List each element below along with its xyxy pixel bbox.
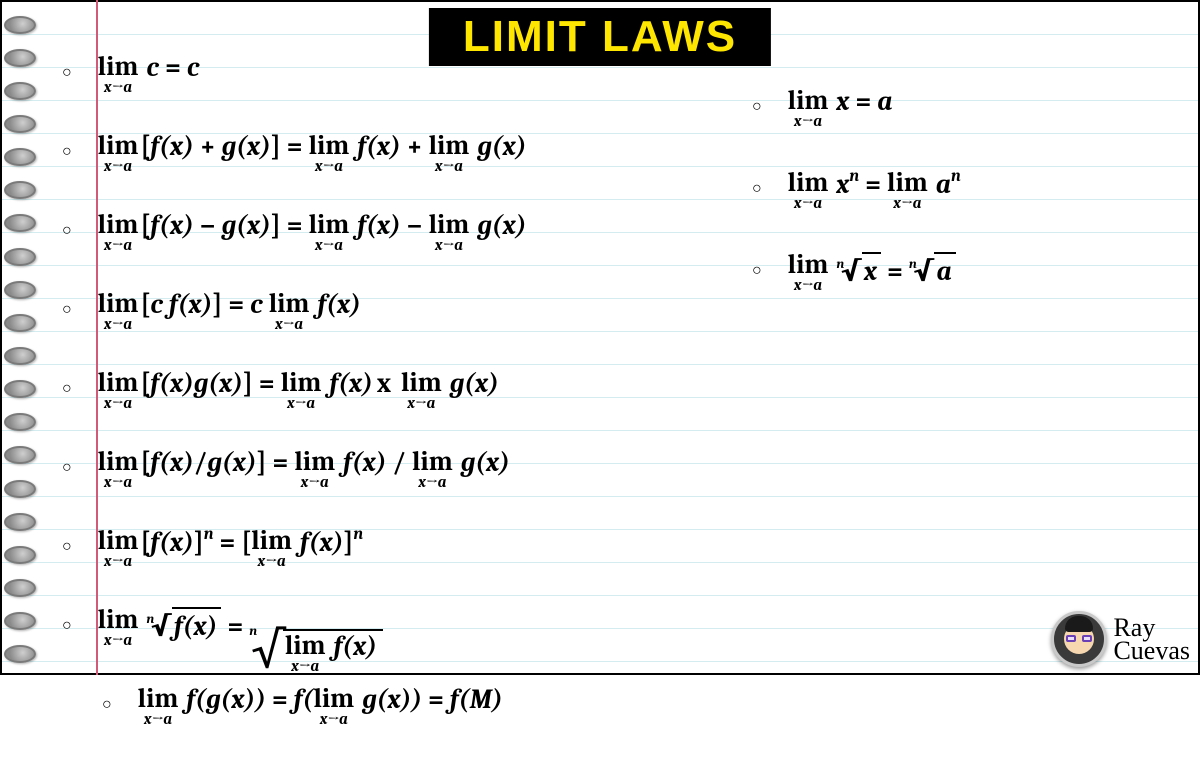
- law-x-root: ○ limx→a n√x = n√a: [752, 252, 1172, 322]
- bullet-icon: ○: [62, 617, 72, 635]
- author-badge: Ray Cuevas: [1051, 611, 1190, 667]
- law-quotient: ○ limx→a[f(x)/g(x)] = limx→a f(x) / limx…: [62, 449, 742, 516]
- bullet-icon: ○: [62, 380, 72, 398]
- author-name: Ray Cuevas: [1113, 616, 1190, 663]
- bullet-icon: ○: [62, 64, 72, 82]
- law-constant: ○ limx→a c = c: [62, 54, 742, 121]
- equations-right-column: ○ limx→a x = a ○ limx→a xn = limx→a an ○…: [752, 88, 1172, 334]
- law-product: ○ limx→a[f(x)g(x)] = limx→a f(x)x limx→a…: [62, 370, 742, 437]
- bullet-icon: ○: [62, 222, 72, 240]
- law-x-power: ○ limx→a xn = limx→a an: [752, 170, 1172, 240]
- bullet-icon: ○: [62, 459, 72, 477]
- law-scalar: ○ limx→a[c f(x)] = c limx→a f(x): [62, 291, 742, 358]
- law-composition: ○ limx→a f(g(x)) = f(limx→a g(x)) = f(M): [102, 686, 742, 753]
- bullet-icon: ○: [62, 143, 72, 161]
- bullet-icon: ○: [752, 180, 762, 198]
- bullet-icon: ○: [62, 301, 72, 319]
- avatar-icon: [1051, 611, 1107, 667]
- law-root: ○ limx→a n√f(x) = n√ limx→a f(x): [62, 607, 742, 674]
- equations-left-column: ○ limx→a c = c ○ limx→a[f(x) + g(x)] = l…: [62, 54, 742, 765]
- bullet-icon: ○: [62, 538, 72, 556]
- spiral-rings: [0, 0, 40, 675]
- law-difference: ○ limx→a[f(x) − g(x)] = limx→a f(x) − li…: [62, 212, 742, 279]
- law-power: ○ limx→a[f(x)]n = [limx→a f(x)]n: [62, 528, 742, 595]
- law-identity: ○ limx→a x = a: [752, 88, 1172, 158]
- bullet-icon: ○: [752, 98, 762, 116]
- law-sum: ○ limx→a[f(x) + g(x)] = limx→a f(x) + li…: [62, 133, 742, 200]
- bullet-icon: ○: [102, 696, 112, 714]
- bullet-icon: ○: [752, 262, 762, 280]
